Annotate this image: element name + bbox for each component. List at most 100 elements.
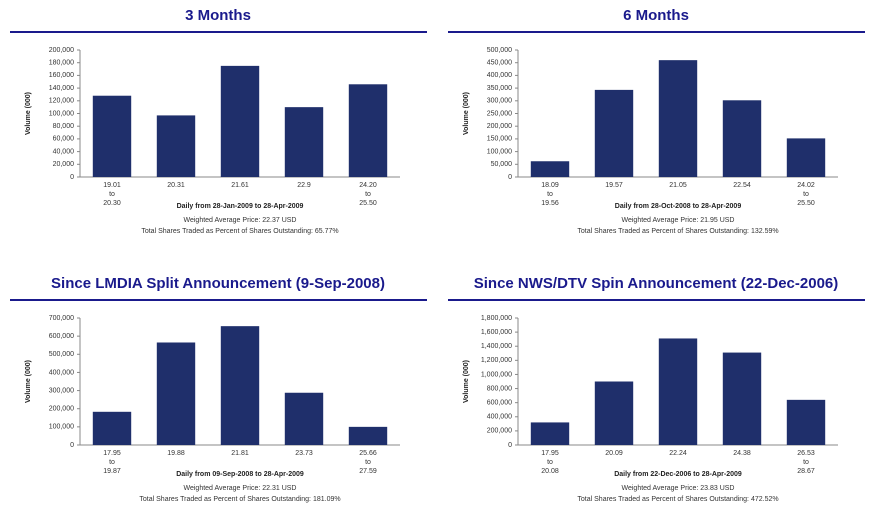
y-tick-label: 100,000 [49,110,74,117]
bar [786,399,826,445]
bar [658,338,698,445]
note: Total Shares Traded as Percent of Shares… [577,496,778,503]
y-tick-label: 40,000 [53,148,75,155]
bar [156,342,196,445]
bar [92,411,132,445]
y-tick-label: 20,000 [53,161,75,168]
bar [530,161,570,177]
bar [220,326,260,445]
bar [284,107,324,177]
bar [348,426,388,445]
y-tick-label: 600,000 [487,400,512,407]
y-tick-label: 160,000 [49,72,74,79]
bar [594,89,634,177]
y-tick-label: 800,000 [487,385,512,392]
x-tick-label: 22.9 [297,182,311,189]
bar [220,65,260,177]
x-tick-label: 20.09 [605,450,623,457]
y-tick-label: 0 [508,174,512,181]
x-tick-label: 22.54 [733,182,751,189]
y-tick-label: 200,000 [487,123,512,130]
y-tick-label: 0 [70,442,74,449]
y-tick-label: 0 [508,442,512,449]
bar [594,381,634,445]
x-tick-label: 22.24 [669,450,687,457]
x-tick-label: 26.53 to 28.67 [797,450,815,475]
y-tick-label: 200,000 [49,47,74,54]
bar [348,84,388,177]
y-tick-label: 150,000 [487,136,512,143]
x-tick-label: 19.01 to 20.30 [103,182,121,207]
y-tick-label: 700,000 [49,315,74,322]
y-tick-label: 600,000 [49,333,74,340]
y-tick-label: 200,000 [487,428,512,435]
y-tick-label: 100,000 [487,148,512,155]
x-axis-label: Daily from 28-Oct-2008 to 28-Apr-2009 [615,203,742,210]
y-tick-label: 450,000 [487,60,512,67]
x-axis-label: Daily from 28-Jan-2009 to 28-Apr-2009 [177,203,304,210]
y-axis-label: Volume (000) [463,92,470,135]
y-tick-label: 500,000 [487,47,512,54]
bar [786,138,826,177]
bar [92,95,132,177]
note: Weighted Average Price: 21.95 USD [622,217,735,224]
y-tick-label: 300,000 [49,387,74,394]
x-tick-label: 24.02 to 25.50 [797,182,815,207]
x-tick-label: 21.81 [231,450,249,457]
y-tick-label: 1,200,000 [481,357,512,364]
x-tick-label: 18.09 to 19.56 [541,182,559,207]
y-axis-label: Volume (000) [25,92,32,135]
y-tick-label: 180,000 [49,60,74,67]
y-tick-label: 60,000 [53,136,75,143]
x-tick-label: 23.73 [295,450,313,457]
bar [722,100,762,177]
y-tick-label: 350,000 [487,85,512,92]
y-tick-label: 0 [70,174,74,181]
bar [722,352,762,445]
note: Total Shares Traded as Percent of Shares… [577,228,778,235]
x-tick-label: 19.88 [167,450,185,457]
x-tick-label: 24.20 to 25.50 [359,182,377,207]
note: Weighted Average Price: 22.31 USD [184,485,297,492]
x-tick-label: 21.61 [231,182,249,189]
y-tick-label: 100,000 [49,424,74,431]
chart-title: Since NWS/DTV Spin Announcement (22-Dec-… [474,275,839,292]
x-tick-label: 25.66 to 27.59 [359,450,377,475]
note: Weighted Average Price: 23.83 USD [622,485,735,492]
x-axis-label: Daily from 09-Sep-2008 to 28-Apr-2009 [176,471,304,478]
x-tick-label: 17.95 to 20.08 [541,450,559,475]
y-tick-label: 400,000 [487,414,512,421]
bar [658,60,698,177]
note: Total Shares Traded as Percent of Shares… [139,496,340,503]
y-tick-label: 140,000 [49,85,74,92]
x-axis-label: Daily from 22-Dec-2006 to 28-Apr-2009 [614,471,742,478]
y-tick-label: 1,600,000 [481,329,512,336]
x-tick-label: 21.05 [669,182,687,189]
bar [284,392,324,445]
y-tick-label: 250,000 [487,110,512,117]
x-tick-label: 19.57 [605,182,623,189]
chart-title: Since LMDIA Split Announcement (9-Sep-20… [51,275,385,292]
y-tick-label: 500,000 [49,351,74,358]
note: Total Shares Traded as Percent of Shares… [141,228,338,235]
y-axis-label: Volume (000) [25,360,32,403]
x-tick-label: 17.95 to 19.87 [103,450,121,475]
y-tick-label: 400,000 [487,72,512,79]
x-tick-label: 20.31 [167,182,185,189]
chart-title: 6 Months [623,7,689,24]
y-tick-label: 80,000 [53,123,75,130]
y-tick-label: 300,000 [487,98,512,105]
y-tick-label: 1,800,000 [481,315,512,322]
bar [530,422,570,445]
note: Weighted Average Price: 22.37 USD [184,217,297,224]
bar [156,115,196,177]
y-tick-label: 200,000 [49,406,74,413]
x-tick-label: 24.38 [733,450,751,457]
y-tick-label: 400,000 [49,369,74,376]
chart-title: 3 Months [185,7,251,24]
y-tick-label: 1,000,000 [481,371,512,378]
y-tick-label: 50,000 [491,161,513,168]
y-tick-label: 1,400,000 [481,343,512,350]
